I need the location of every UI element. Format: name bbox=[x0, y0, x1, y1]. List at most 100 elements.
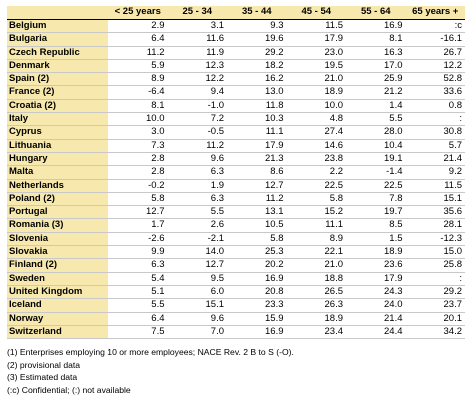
value-cell: 2.2 bbox=[286, 165, 346, 180]
table-row: Norway 6.4 9.6 15.9 18.9 21.4 20.1 bbox=[7, 312, 465, 326]
value-cell: 6.0 bbox=[167, 285, 227, 300]
header-under-25: < 25 years bbox=[108, 6, 168, 20]
value-cell: -1.4 bbox=[346, 165, 406, 180]
value-cell: 17.9 bbox=[346, 272, 406, 286]
value-cell: 6.3 bbox=[108, 258, 168, 273]
value-cell: 11.2 bbox=[108, 46, 168, 60]
value-cell: 18.9 bbox=[286, 85, 346, 100]
value-cell: 9.5 bbox=[167, 272, 227, 286]
value-cell: 15.1 bbox=[405, 192, 465, 207]
value-cell: 26.7 bbox=[405, 46, 465, 60]
country-cell: Italy bbox=[7, 112, 108, 127]
value-cell: 12.7 bbox=[108, 205, 168, 220]
table-row: Spain (2) 8.9 12.2 16.2 21.0 25.9 52.8 bbox=[7, 72, 465, 87]
value-cell: 6.4 bbox=[108, 312, 168, 326]
value-cell: 17.0 bbox=[346, 59, 406, 74]
value-cell: 5.9 bbox=[108, 59, 168, 74]
value-cell: 11.5 bbox=[286, 19, 346, 34]
footnote: (1) Enterprises employing 10 or more emp… bbox=[7, 347, 294, 358]
value-cell: 19.5 bbox=[286, 59, 346, 74]
value-cell: 15.0 bbox=[405, 245, 465, 260]
country-cell: Hungary bbox=[7, 152, 108, 167]
country-cell: Portugal bbox=[7, 205, 108, 220]
country-cell: Slovakia bbox=[7, 245, 108, 260]
value-cell: 25.8 bbox=[405, 258, 465, 273]
value-cell: -1.0 bbox=[167, 99, 227, 114]
country-cell: Czech Republic bbox=[7, 46, 108, 60]
value-cell: 20.8 bbox=[227, 285, 287, 300]
table-row: Croatia (2) 8.1 -1.0 11.8 10.0 1.4 0.8 bbox=[7, 99, 465, 114]
value-cell: 11.8 bbox=[227, 99, 287, 114]
header-55-64: 55 - 64 bbox=[346, 6, 406, 20]
value-cell: 25.3 bbox=[227, 245, 287, 260]
value-cell: 8.1 bbox=[346, 32, 406, 47]
country-cell: Iceland bbox=[7, 298, 108, 313]
table-row: Cyprus 3.0 -0.5 11.1 27.4 28.0 30.8 bbox=[7, 125, 465, 140]
value-cell: 9.9 bbox=[108, 245, 168, 260]
country-cell: France (2) bbox=[7, 85, 108, 100]
value-cell: 13.1 bbox=[227, 205, 287, 220]
value-cell: 16.9 bbox=[346, 19, 406, 34]
value-cell: 24.4 bbox=[346, 325, 406, 340]
value-cell: -0.5 bbox=[167, 125, 227, 140]
table-row: Denmark 5.9 12.3 18.2 19.5 17.0 12.2 bbox=[7, 59, 465, 74]
value-cell: 19.1 bbox=[346, 152, 406, 167]
country-cell: Netherlands bbox=[7, 179, 108, 193]
footnotes: (1) Enterprises employing 10 or more emp… bbox=[7, 346, 465, 396]
country-cell: Sweden bbox=[7, 272, 108, 286]
country-cell: Poland (2) bbox=[7, 192, 108, 207]
value-cell: 22.1 bbox=[286, 245, 346, 260]
value-cell: 26.5 bbox=[286, 285, 346, 300]
value-cell: 23.8 bbox=[286, 152, 346, 167]
value-cell: 6.3 bbox=[167, 165, 227, 180]
value-cell: 5.8 bbox=[227, 232, 287, 247]
value-cell: 18.9 bbox=[286, 312, 346, 326]
value-cell: 2.8 bbox=[108, 165, 168, 180]
value-cell: 21.2 bbox=[346, 85, 406, 100]
value-cell: 11.9 bbox=[167, 46, 227, 60]
country-cell: Belgium bbox=[7, 19, 108, 34]
table-row: Netherlands -0.2 1.9 12.7 22.5 22.5 11.5 bbox=[7, 179, 465, 193]
value-cell: 23.3 bbox=[227, 298, 287, 313]
value-cell: 23.4 bbox=[286, 325, 346, 340]
value-cell: 5.8 bbox=[286, 192, 346, 207]
value-cell: 8.5 bbox=[346, 218, 406, 233]
value-cell: 16.9 bbox=[227, 325, 287, 340]
table-row: Slovenia -2.6 -2.1 5.8 8.9 1.5 -12.3 bbox=[7, 232, 465, 247]
country-cell: Switzerland bbox=[7, 325, 108, 340]
value-cell: 9.4 bbox=[167, 85, 227, 100]
value-cell: 5.5 bbox=[108, 298, 168, 313]
value-cell: 5.1 bbox=[108, 285, 168, 300]
country-cell: Finland (2) bbox=[7, 258, 108, 273]
value-cell: 16.2 bbox=[227, 72, 287, 87]
value-cell: 8.1 bbox=[108, 99, 168, 114]
country-cell: United Kingdom bbox=[7, 285, 108, 300]
value-cell: 23.0 bbox=[286, 46, 346, 60]
value-cell: 24.3 bbox=[346, 285, 406, 300]
value-cell: 8.6 bbox=[227, 165, 287, 180]
value-cell: 18.2 bbox=[227, 59, 287, 74]
value-cell: 1.9 bbox=[167, 179, 227, 193]
header-35-44: 35 - 44 bbox=[227, 6, 287, 20]
value-cell: 17.9 bbox=[286, 32, 346, 47]
country-cell: Croatia (2) bbox=[7, 99, 108, 114]
table-row: United Kingdom 5.1 6.0 20.8 26.5 24.3 29.2 bbox=[7, 285, 465, 300]
table-row: Romania (3) 1.7 2.6 10.5 11.1 8.5 28.1 bbox=[7, 218, 465, 233]
header-corner bbox=[7, 6, 108, 20]
value-cell: 7.5 bbox=[108, 325, 168, 340]
country-cell: Slovenia bbox=[7, 232, 108, 247]
country-cell: Cyprus bbox=[7, 125, 108, 140]
value-cell: 7.3 bbox=[108, 139, 168, 153]
value-cell: 10.3 bbox=[227, 112, 287, 127]
country-cell: Denmark bbox=[7, 59, 108, 74]
value-cell: 16.9 bbox=[227, 272, 287, 286]
value-cell: 21.0 bbox=[286, 72, 346, 87]
table-row: Finland (2) 6.3 12.7 20.2 21.0 23.6 25.8 bbox=[7, 258, 465, 273]
value-cell: 3.0 bbox=[108, 125, 168, 140]
value-cell: 1.4 bbox=[346, 99, 406, 114]
value-cell: 12.3 bbox=[167, 59, 227, 74]
table-row: Poland (2) 5.8 6.3 11.2 5.8 7.8 15.1 bbox=[7, 192, 465, 207]
value-cell: 23.6 bbox=[346, 258, 406, 273]
value-cell: 17.9 bbox=[227, 139, 287, 153]
value-cell: 29.2 bbox=[405, 285, 465, 300]
